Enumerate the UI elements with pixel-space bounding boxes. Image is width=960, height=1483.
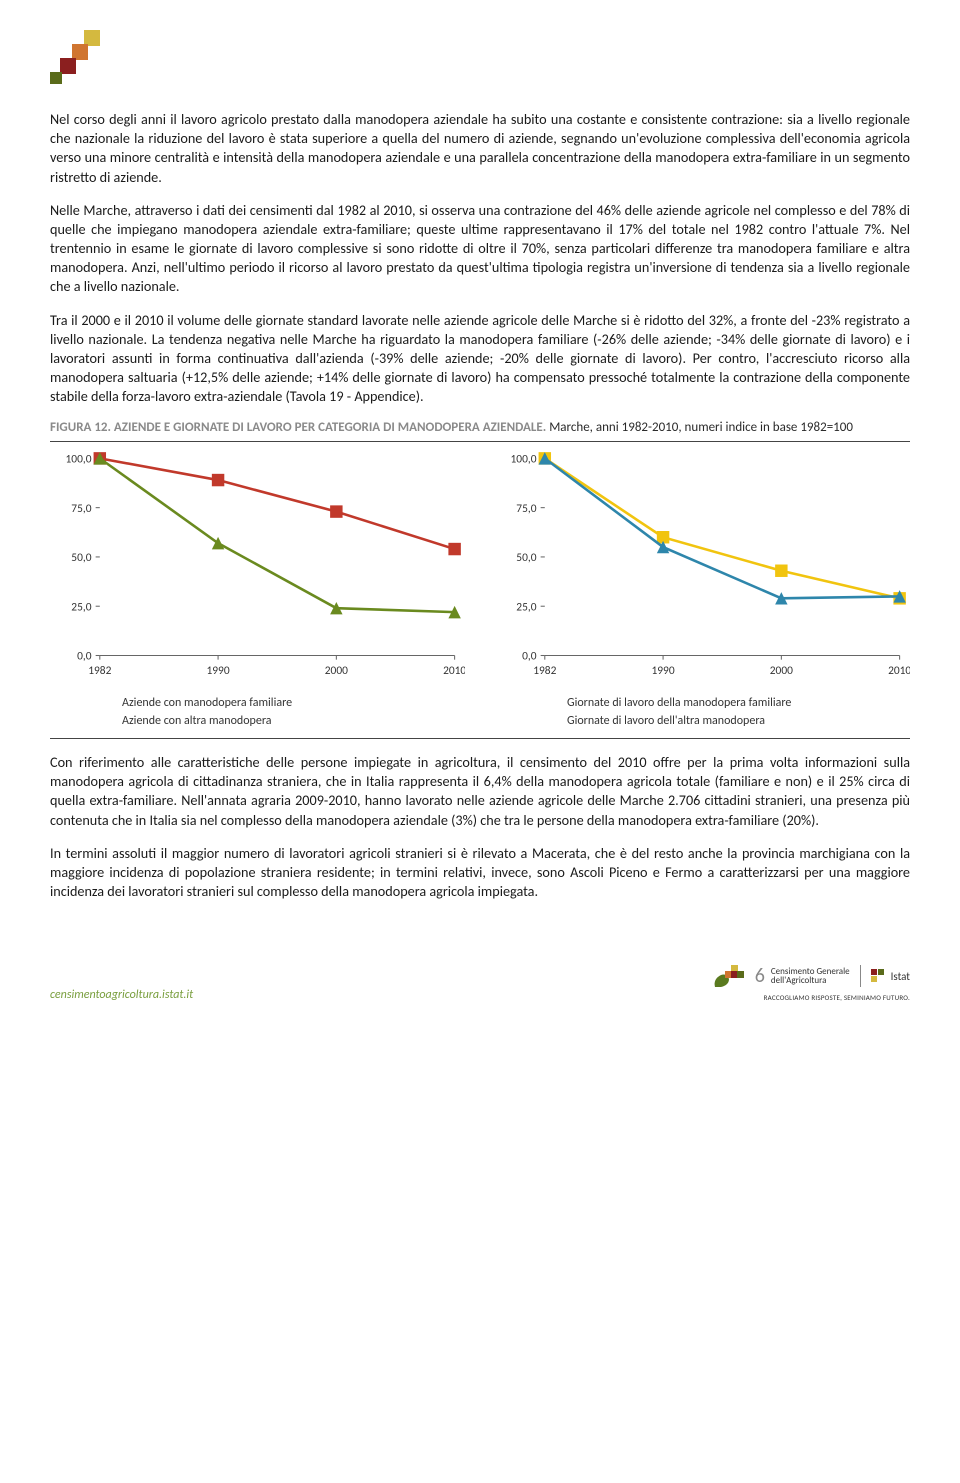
svg-text:50,0: 50,0 xyxy=(516,551,536,565)
census-line2: dell'Agricoltura xyxy=(771,976,850,985)
legend-label: Aziende con manodopera familiare xyxy=(122,696,292,710)
legend-right: Giornate di lavoro della manodopera fami… xyxy=(495,696,910,728)
svg-text:1990: 1990 xyxy=(207,665,230,679)
svg-text:1982: 1982 xyxy=(88,665,111,679)
svg-text:25,0: 25,0 xyxy=(516,601,536,615)
legend-label: Giornate di lavoro dell'altra manodopera xyxy=(567,714,765,728)
charts-row: 0,0 25,0 50,0 75,0 100,0 1982 1990 2000 2010 Azi… xyxy=(50,448,910,732)
legend-item: Giornate di lavoro della manodopera fami… xyxy=(525,696,910,710)
svg-text:2000: 2000 xyxy=(770,665,793,679)
footer-tagline: RACCOGLIAMO RISPOSTE, SEMINIAMO FUTURO. xyxy=(711,993,910,1002)
svg-text:2010: 2010 xyxy=(443,665,465,679)
legend-item: Giornate di lavoro dell'altra manodopera xyxy=(525,714,910,728)
istat-label: Istat xyxy=(891,970,910,983)
legend-item: Aziende con altra manodopera xyxy=(80,714,465,728)
svg-text:75,0: 75,0 xyxy=(516,502,536,516)
paragraph-4: Con riferimento alle caratteristiche del… xyxy=(50,753,910,830)
chart-left-wrap: 0,0 25,0 50,0 75,0 100,0 1982 1990 2000 2010 Azi… xyxy=(50,448,465,732)
paragraph-2: Nelle Marche, attraverso i dati dei cens… xyxy=(50,201,910,297)
legend-label: Giornate di lavoro della manodopera fami… xyxy=(567,696,791,710)
chart-right-wrap: 0,0 25,0 50,0 75,0 100,0 1982 1990 2000 2010 Gio… xyxy=(495,448,910,732)
svg-text:2010: 2010 xyxy=(888,665,910,679)
istat-mini-icon xyxy=(871,969,885,983)
rule-bottom xyxy=(50,738,910,739)
svg-text:0,0: 0,0 xyxy=(77,650,92,664)
chart-left: 0,0 25,0 50,0 75,0 100,0 1982 1990 2000 2010 xyxy=(50,448,465,687)
svg-text:25,0: 25,0 xyxy=(71,601,91,615)
paragraph-5: In termini assoluti il maggior numero di… xyxy=(50,844,910,902)
svg-text:2000: 2000 xyxy=(325,665,348,679)
census-title: Censimento Generale dell'Agricoltura xyxy=(771,967,850,985)
chart-right: 0,0 25,0 50,0 75,0 100,0 1982 1990 2000 2010 xyxy=(495,448,910,687)
census-leaf-icon xyxy=(711,961,749,991)
footer-right-block: 6 Censimento Generale dell'Agricoltura I… xyxy=(711,961,910,1002)
figure-caption: FIGURA 12. AZIENDE E GIORNATE DI LAVORO … xyxy=(50,420,910,435)
census-number-six: 6 xyxy=(755,964,765,988)
legend-item: Aziende con manodopera familiare xyxy=(80,696,465,710)
svg-text:0,0: 0,0 xyxy=(522,650,537,664)
svg-text:100,0: 100,0 xyxy=(66,453,92,467)
footer: censimentoagricoltura.istat.it 6 Censime… xyxy=(50,961,910,1002)
svg-text:1982: 1982 xyxy=(533,665,556,679)
legend-label: Aziende con altra manodopera xyxy=(122,714,272,728)
paragraph-1: Nel corso degli anni il lavoro agricolo … xyxy=(50,110,910,187)
footer-url: censimentoagricoltura.istat.it xyxy=(50,988,193,1002)
svg-text:75,0: 75,0 xyxy=(71,502,91,516)
svg-text:1990: 1990 xyxy=(652,665,675,679)
figure-caption-prefix: FIGURA 12. AZIENDE E GIORNATE DI LAVORO … xyxy=(50,420,546,435)
svg-text:100,0: 100,0 xyxy=(511,453,537,467)
legend-left: Aziende con manodopera familiare Aziende … xyxy=(50,696,465,728)
rule-top xyxy=(50,441,910,442)
paragraph-3: Tra il 2000 e il 2010 il volume delle gi… xyxy=(50,311,910,407)
footer-divider xyxy=(860,965,861,987)
svg-text:50,0: 50,0 xyxy=(71,551,91,565)
istat-logo-top xyxy=(50,30,910,90)
figure-caption-suffix: Marche, anni 1982-2010, numeri indice in… xyxy=(546,420,853,435)
